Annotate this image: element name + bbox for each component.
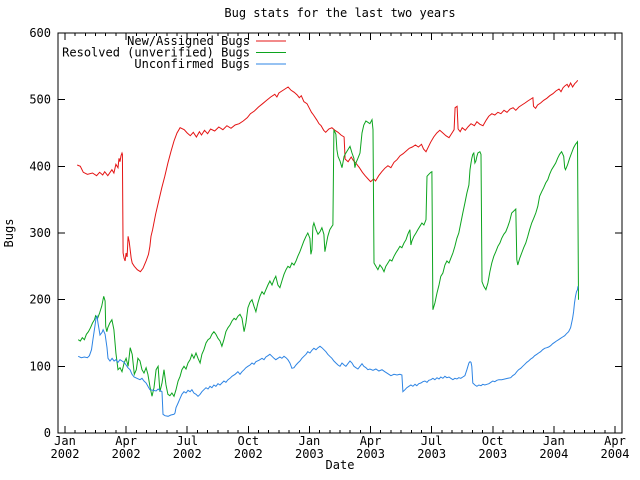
x-tick-label-year: 2003 — [356, 447, 385, 461]
x-tick-label-month: Apr — [360, 434, 382, 448]
series-line-resolved-unverified-bugs — [77, 117, 579, 398]
x-tick-label-year: 2002 — [234, 447, 263, 461]
x-tick-label-month: Jan — [299, 434, 321, 448]
series-line-new-assigned-bugs — [77, 80, 579, 273]
chart-title: Bug stats for the last two years — [224, 6, 455, 20]
legend-label: New/Assigned Bugs — [127, 34, 250, 48]
x-tick-label-year: 2004 — [539, 447, 568, 461]
x-tick-label-year: 2002 — [173, 447, 202, 461]
x-tick-label-month: Apr — [115, 434, 137, 448]
series-lines — [77, 80, 579, 417]
x-tick-label-month: Apr — [604, 434, 626, 448]
x-tick-label-year: 2004 — [601, 447, 630, 461]
tick-labels: Jan2002Apr2002Jul2002Oct2002Jan2003Apr20… — [29, 26, 629, 461]
y-tick-label: 300 — [29, 226, 51, 240]
series-line-unconfirmed-bugs — [77, 286, 579, 417]
x-tick-label-month: Jan — [543, 434, 565, 448]
legend-label: Unconfirmed Bugs — [134, 57, 250, 71]
y-tick-label: 100 — [29, 359, 51, 373]
x-tick-label-year: 2002 — [112, 447, 141, 461]
y-tick-label: 200 — [29, 293, 51, 307]
y-tick-label: 600 — [29, 26, 51, 40]
x-tick-label-month: Jul — [176, 434, 198, 448]
legend-label: Resolved (unverified) Bugs — [62, 46, 250, 60]
x-tick-label-month: Oct — [482, 434, 504, 448]
y-tick-label: 500 — [29, 93, 51, 107]
y-tick-label: 0 — [44, 426, 51, 440]
x-tick-label-month: Oct — [237, 434, 259, 448]
x-tick-label-month: Jul — [421, 434, 443, 448]
x-tick-label-year: 2002 — [51, 447, 80, 461]
x-tick-label-month: Jan — [54, 434, 76, 448]
y-axis-label: Bugs — [2, 219, 16, 248]
x-tick-label-year: 2003 — [417, 447, 446, 461]
y-tick-label: 400 — [29, 159, 51, 173]
plot-border — [57, 32, 623, 434]
x-tick-label-year: 2003 — [478, 447, 507, 461]
plot-border-and-ticks — [57, 32, 623, 434]
x-axis-label: Date — [326, 458, 355, 472]
x-tick-label-year: 2003 — [295, 447, 324, 461]
